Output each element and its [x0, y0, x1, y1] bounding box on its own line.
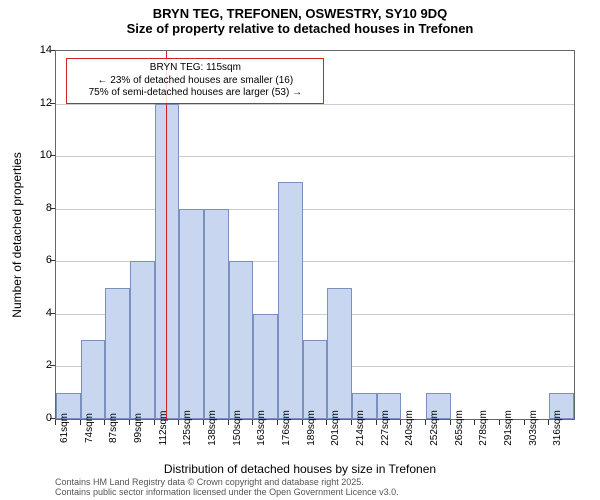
xtick — [400, 420, 401, 425]
xtick — [154, 420, 155, 425]
xtick — [55, 420, 56, 425]
xtick-label: 214sqm — [355, 410, 366, 446]
xtick — [80, 420, 81, 425]
histogram-bar — [204, 209, 229, 419]
ytick — [50, 365, 55, 366]
histogram-bar — [327, 288, 352, 419]
histogram-bar — [303, 340, 328, 419]
ytick — [50, 418, 55, 419]
xtick — [228, 420, 229, 425]
footer-attribution: Contains HM Land Registry data © Crown c… — [55, 478, 399, 498]
xtick — [203, 420, 204, 425]
xtick-label: 316sqm — [552, 410, 563, 446]
xtick — [277, 420, 278, 425]
xtick-label: 252sqm — [429, 410, 440, 446]
histogram-bar — [105, 288, 130, 419]
xtick-label: 112sqm — [158, 411, 169, 446]
histogram-bar — [81, 340, 106, 419]
ytick — [50, 103, 55, 104]
ytick — [50, 260, 55, 261]
ytick — [50, 313, 55, 314]
xtick-label: 303sqm — [528, 410, 539, 446]
property-marker-line — [166, 51, 168, 419]
xtick — [474, 420, 475, 425]
xtick-label: 176sqm — [281, 410, 292, 446]
gridline — [56, 209, 574, 210]
xtick — [178, 420, 179, 425]
histogram-bar — [229, 261, 254, 419]
annotation-line-1: BRYN TEG: 115sqm — [73, 62, 317, 75]
xtick-label: 61sqm — [59, 413, 70, 443]
xtick — [499, 420, 500, 425]
xtick — [302, 420, 303, 425]
x-axis-label: Distribution of detached houses by size … — [0, 462, 600, 476]
ytick — [50, 155, 55, 156]
annotation-line-3: 75% of semi-detached houses are larger (… — [73, 87, 317, 100]
histogram-bar — [179, 209, 204, 419]
xtick-label: 265sqm — [454, 410, 465, 446]
xtick-label: 99sqm — [133, 413, 144, 443]
xtick — [252, 420, 253, 425]
histogram-chart: BRYN TEG, TREFONEN, OSWESTRY, SY10 9DQ S… — [0, 0, 600, 500]
histogram-bar — [278, 182, 303, 419]
xtick-label: 189sqm — [306, 410, 317, 446]
histogram-bar — [253, 314, 278, 419]
xtick — [376, 420, 377, 425]
xtick-label: 240sqm — [404, 410, 415, 446]
xtick-label: 227sqm — [380, 410, 391, 446]
chart-subtitle: Size of property relative to detached ho… — [0, 21, 600, 36]
xtick-label: 278sqm — [478, 410, 489, 446]
xtick-label: 74sqm — [84, 413, 95, 443]
xtick — [450, 420, 451, 425]
annotation-box: BRYN TEG: 115sqm← 23% of detached houses… — [66, 58, 324, 104]
xtick — [548, 420, 549, 425]
annotation-line-2: ← 23% of detached houses are smaller (16… — [73, 75, 317, 88]
xtick — [129, 420, 130, 425]
plot-area: BRYN TEG: 115sqm← 23% of detached houses… — [55, 50, 575, 420]
xtick — [326, 420, 327, 425]
xtick — [425, 420, 426, 425]
footer-line-2: Contains public sector information licen… — [55, 488, 399, 498]
gridline — [56, 156, 574, 157]
histogram-bar — [130, 261, 155, 419]
xtick — [351, 420, 352, 425]
xtick — [104, 420, 105, 425]
xtick-label: 291sqm — [503, 410, 514, 446]
y-axis-label: Number of detached properties — [10, 152, 24, 317]
chart-title: BRYN TEG, TREFONEN, OSWESTRY, SY10 9DQ — [0, 0, 600, 21]
xtick — [524, 420, 525, 425]
xtick-label: 87sqm — [108, 413, 119, 443]
xtick-label: 150sqm — [232, 410, 243, 446]
xtick-label: 201sqm — [330, 410, 341, 446]
xtick-label: 163sqm — [256, 410, 267, 446]
ytick — [50, 208, 55, 209]
xtick-label: 125sqm — [182, 410, 193, 446]
ytick — [50, 50, 55, 51]
xtick-label: 138sqm — [207, 410, 218, 446]
